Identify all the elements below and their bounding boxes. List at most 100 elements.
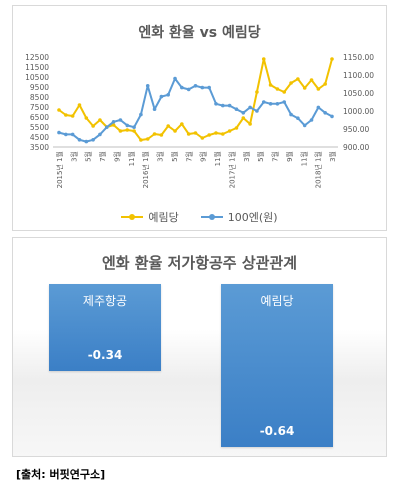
bar-value-jeju-air: -0.34 xyxy=(87,347,123,362)
series-point-1 xyxy=(282,100,287,104)
series-point-0 xyxy=(152,132,157,136)
series-point-0 xyxy=(323,82,327,86)
line-chart: 1250011500105009500850075006500550045003… xyxy=(25,53,374,188)
x-tick-label: 2018년 1월 xyxy=(314,151,323,188)
series-point-1 xyxy=(166,93,170,97)
y-left-tick-label: 9500 xyxy=(30,83,49,92)
series-point-0 xyxy=(227,129,232,133)
series-point-1 xyxy=(145,84,150,88)
series-point-1 xyxy=(323,111,327,115)
legend-label-yerimdang: 예림당 xyxy=(148,211,179,224)
y-left-tick-label: 12500 xyxy=(25,53,49,62)
x-tick-label: 3월 xyxy=(156,151,165,162)
y-left-tick-label: 10500 xyxy=(25,73,49,82)
series-point-1 xyxy=(111,120,116,124)
x-tick-label: 5월 xyxy=(84,151,93,162)
series-point-0 xyxy=(70,114,75,118)
series-point-1 xyxy=(289,112,293,117)
legend-item-yen: 100엔(원) xyxy=(200,209,278,225)
series-point-0 xyxy=(296,77,300,81)
x-tick-label: 2015년 1월 xyxy=(55,151,64,188)
x-tick-label: 5월 xyxy=(256,151,265,162)
series-point-0 xyxy=(248,122,252,126)
series-point-1 xyxy=(207,85,211,90)
x-tick-label: 9월 xyxy=(112,151,121,162)
bar-jeju-air: 제주항공 -0.34 xyxy=(49,284,161,371)
series-point-0 xyxy=(111,123,116,127)
x-tick-label: 7월 xyxy=(271,151,280,162)
series-point-1 xyxy=(57,130,61,135)
series-point-0 xyxy=(214,131,218,135)
x-tick-label: 5월 xyxy=(170,151,179,162)
series-point-1 xyxy=(261,100,266,104)
series-point-0 xyxy=(145,137,150,141)
series-point-1 xyxy=(193,84,198,88)
series-point-1 xyxy=(255,109,259,113)
x-tick-label: 3월 xyxy=(328,151,337,162)
series-point-0 xyxy=(234,126,239,130)
series-point-1 xyxy=(159,94,164,99)
series-point-1 xyxy=(234,107,239,111)
y-left-tick-label: 3500 xyxy=(30,143,49,152)
x-tick-label: 2017년 1월 xyxy=(227,151,236,188)
x-tick-label: 7월 xyxy=(98,151,107,162)
series-point-1 xyxy=(268,102,273,106)
series-point-0 xyxy=(302,86,307,90)
series-point-1 xyxy=(227,103,232,108)
series-point-0 xyxy=(125,128,130,132)
series-point-1 xyxy=(186,87,191,92)
y-left-tick-label: 7500 xyxy=(30,103,49,112)
series-point-1 xyxy=(214,102,218,106)
series-line-0 xyxy=(58,58,333,141)
series-point-0 xyxy=(77,103,82,107)
y-right-tick-label: 950.00 xyxy=(343,125,369,134)
series-point-0 xyxy=(57,108,61,112)
y-left-tick-label: 11500 xyxy=(25,63,49,72)
series-point-1 xyxy=(248,105,252,110)
series-point-0 xyxy=(180,122,184,126)
series-point-0 xyxy=(289,81,293,85)
legend-item-yerimdang: 예림당 xyxy=(121,209,179,225)
legend-swatch-yen xyxy=(200,212,223,222)
y-left-tick-label: 6500 xyxy=(30,113,49,122)
series-point-1 xyxy=(173,76,177,81)
series-point-0 xyxy=(173,129,177,133)
series-point-1 xyxy=(125,123,130,128)
series-point-0 xyxy=(316,87,321,91)
bar-chart-panel: 엔화 환율 저가항공주 상관관계 제주항공 -0.34 예림당 -0.64 xyxy=(12,237,387,457)
series-point-0 xyxy=(193,131,198,135)
legend-label-yen: 100엔(원) xyxy=(227,211,278,224)
series-point-1 xyxy=(152,107,157,111)
series-point-1 xyxy=(330,114,334,119)
series-point-1 xyxy=(296,116,300,120)
series-point-1 xyxy=(132,125,136,129)
y-left-tick-label: 8500 xyxy=(30,93,49,102)
source-caption: [출처: 버핏연구소] xyxy=(16,468,106,481)
y-right-tick-label: 1000.00 xyxy=(343,107,374,116)
bar-label-yerimdang: 예림당 xyxy=(260,294,294,308)
series-point-0 xyxy=(330,57,334,61)
series-point-1 xyxy=(84,139,89,144)
series-point-1 xyxy=(309,118,314,122)
series-point-1 xyxy=(275,102,280,106)
bar-label-jeju-air: 제주항공 xyxy=(82,294,128,308)
x-tick-label: 11월 xyxy=(299,151,308,166)
y-right-tick-label: 1150.00 xyxy=(343,53,374,62)
series-point-1 xyxy=(118,118,123,122)
bar-value-yerimdang: -0.64 xyxy=(259,424,295,439)
series-point-1 xyxy=(302,123,307,128)
x-tick-label: 3월 xyxy=(69,151,78,162)
series-point-0 xyxy=(309,78,314,82)
series-point-0 xyxy=(186,132,191,136)
x-tick-label: 2016년 1월 xyxy=(141,151,150,188)
series-point-0 xyxy=(261,57,266,61)
series-point-0 xyxy=(118,129,123,133)
series-point-1 xyxy=(139,112,143,117)
series-point-0 xyxy=(132,129,136,133)
y-right-tick-label: 1050.00 xyxy=(343,89,374,98)
series-point-0 xyxy=(98,118,102,122)
series-point-1 xyxy=(70,132,75,137)
series-point-1 xyxy=(98,132,102,137)
legend-swatch-yerimdang xyxy=(121,212,144,222)
line-chart-title: 엔화 환율 vs 예림당 xyxy=(138,25,261,41)
